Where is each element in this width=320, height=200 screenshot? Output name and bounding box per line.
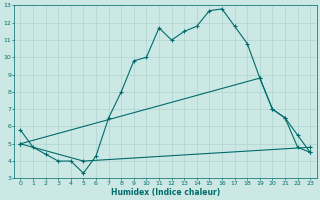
X-axis label: Humidex (Indice chaleur): Humidex (Indice chaleur) bbox=[111, 188, 220, 197]
